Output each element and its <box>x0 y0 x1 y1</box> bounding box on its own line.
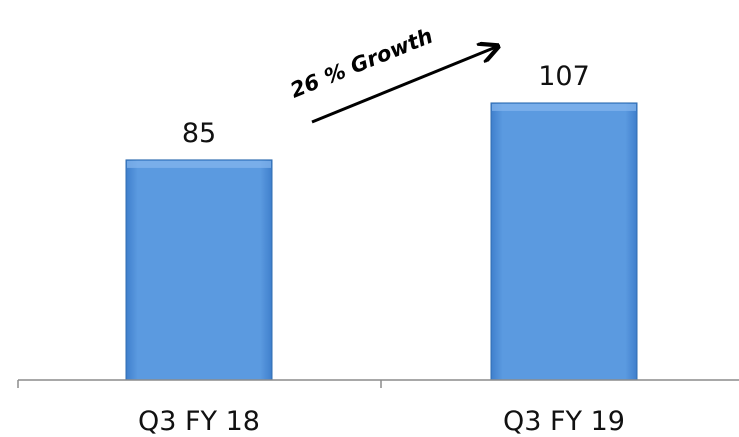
bar-highlight <box>492 103 636 111</box>
bar-highlight <box>127 160 271 168</box>
growth-arrow <box>311 47 496 124</box>
growth-annotation: 26 % Growth <box>287 24 436 103</box>
value-label-1: 85 <box>182 118 216 149</box>
bar-1 <box>125 159 273 381</box>
x-tick-label-2: Q3 FY 19 <box>503 406 625 437</box>
bar-2 <box>490 102 638 381</box>
x-tick-label-1: Q3 FY 18 <box>138 406 260 437</box>
value-label-2: 107 <box>538 61 590 92</box>
